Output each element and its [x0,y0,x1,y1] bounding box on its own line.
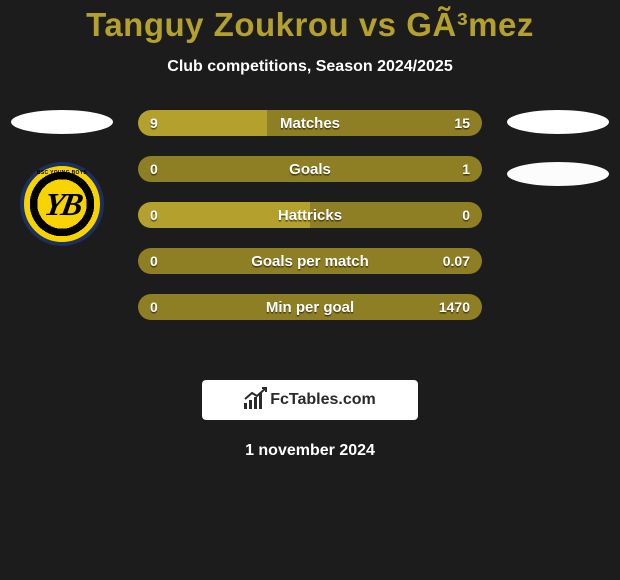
footer-date: 1 november 2024 [0,442,620,460]
player-right-column [498,110,618,186]
logo-chart-icon [244,391,266,409]
subtitle: Club competitions, Season 2024/2025 [0,58,620,76]
metric-row: 00.07Goals per match [138,248,482,274]
metric-right-segment [138,294,482,320]
metric-left-segment [138,202,310,228]
badge-main-text: YB [41,186,82,223]
player-left-club-badge: BSC YOUNG BOYS YB 1898 [20,162,104,246]
player-right-club-badge [507,162,609,186]
comparison-bars: 915Matches 01Goals 00Hattricks 00.07Goals p… [138,110,482,320]
metric-right-segment [138,156,482,182]
player-left-column: BSC YOUNG BOYS YB 1898 [2,110,122,246]
metric-right-segment [267,110,482,136]
badge-bottom-text: 1898 [24,232,100,238]
logo-text: FcTables.com [270,391,376,409]
metric-row: 01470Min per goal [138,294,482,320]
metric-row: 01Goals [138,156,482,182]
fctables-logo: FcTables.com [202,380,418,420]
compare-area: BSC YOUNG BOYS YB 1898 915Matches 01Goals… [0,110,620,350]
metric-right-segment [310,202,482,228]
metric-left-segment [138,110,267,136]
player-left-avatar [11,110,113,134]
metric-row: 00Hattricks [138,202,482,228]
player-right-avatar [507,110,609,134]
metric-row: 915Matches [138,110,482,136]
badge-top-text: BSC YOUNG BOYS [24,170,100,176]
metric-right-segment [138,248,482,274]
page-title: Tanguy Zoukrou vs GÃ³mez [0,0,620,44]
